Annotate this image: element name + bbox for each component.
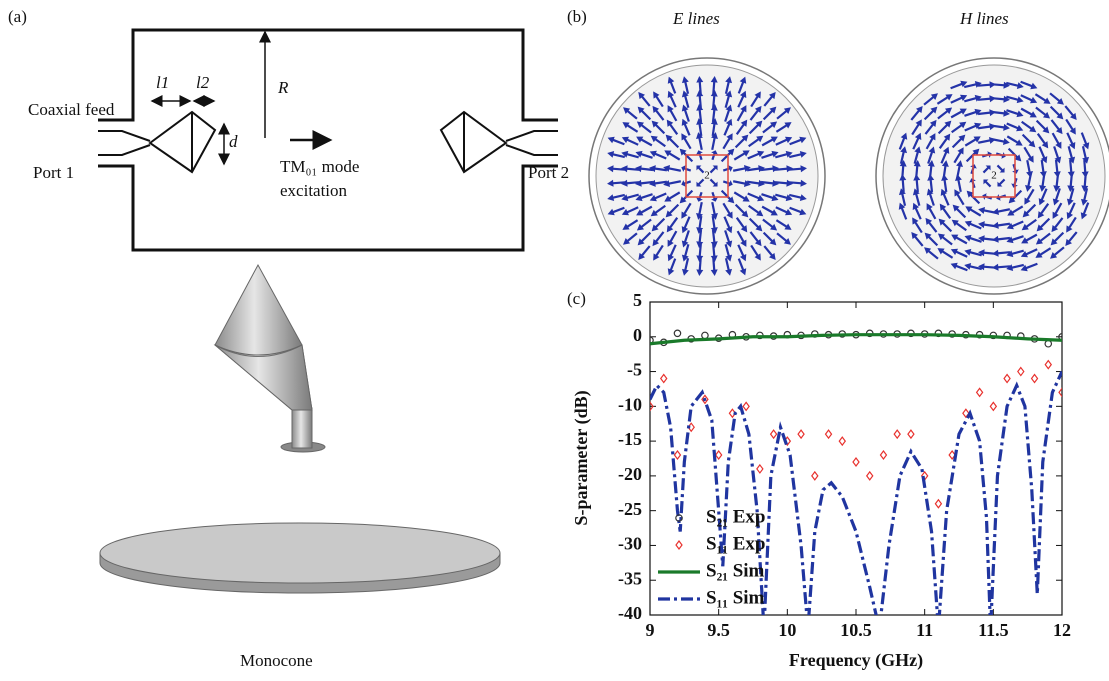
- marker-circle: [1045, 341, 1051, 347]
- legend-label: S₁₁ Sim: [706, 587, 765, 608]
- series-line: [650, 335, 1062, 344]
- marker-diamond: [839, 437, 845, 445]
- marker-diamond: [867, 472, 873, 480]
- marker-diamond: [935, 500, 941, 508]
- dim-label: R: [277, 78, 289, 97]
- field-title: E lines: [672, 9, 720, 28]
- caption: Monocone: [240, 651, 313, 670]
- marker-diamond: [894, 430, 900, 438]
- marker-diamond: [1004, 375, 1010, 383]
- monocone: [100, 265, 500, 593]
- y-tick-label: -10: [618, 394, 642, 414]
- legend-label: S₂₁ Sim: [706, 560, 765, 581]
- marker-diamond: [880, 451, 886, 459]
- marker-diamond: [771, 430, 777, 438]
- center-label: 2: [704, 170, 710, 182]
- y-tick-label: -30: [618, 534, 642, 554]
- y-tick-label: 0: [633, 325, 642, 345]
- mode-label: excitation: [280, 181, 348, 200]
- mode-label: TM₀₁ mode: [280, 157, 359, 176]
- marker-diamond: [1032, 375, 1038, 383]
- marker-diamond: [676, 541, 682, 549]
- marker-diamond: [757, 465, 763, 473]
- marker-diamond: [977, 388, 983, 396]
- marker-diamond: [798, 430, 804, 438]
- y-tick-label: 5: [633, 290, 642, 310]
- marker-diamond: [812, 472, 818, 480]
- marker-circle: [702, 332, 708, 338]
- dim-label: d: [229, 132, 238, 151]
- y-axis-label: S-parameter (dB): [571, 390, 592, 525]
- marker-diamond: [1018, 368, 1024, 376]
- marker-diamond: [853, 458, 859, 466]
- marker-diamond: [990, 402, 996, 410]
- panel-label: (b): [567, 7, 587, 26]
- marker-diamond: [1045, 361, 1051, 369]
- panel-label: (a): [8, 7, 27, 26]
- legend-label: S₁₁ Exp: [706, 533, 765, 554]
- plot-area: [647, 330, 1065, 629]
- dim-label: l2: [196, 73, 210, 92]
- chart: -40 -35 -30 -25 -20 -15 -10 -5 0 5 9 9.5 10 10.5 11 11.…: [618, 290, 1071, 640]
- legend-label: S₂₁ Exp: [706, 506, 765, 527]
- marker-diamond: [826, 430, 832, 438]
- marker-diamond: [661, 375, 667, 383]
- port-label: Port 2: [528, 163, 569, 182]
- y-tick-label: -15: [618, 429, 642, 449]
- x-tick-label: 11.5: [978, 620, 1009, 640]
- marker-diamond: [908, 430, 914, 438]
- center-label: 2: [991, 170, 997, 182]
- feed-label: Coaxial feed: [28, 100, 115, 119]
- marker-diamond: [716, 451, 722, 459]
- y-tick-label: -20: [618, 464, 642, 484]
- x-tick-label: 11: [916, 620, 933, 640]
- y-tick-label: -25: [618, 499, 642, 519]
- y-tick-label: -35: [618, 568, 642, 588]
- field-title: H lines: [959, 9, 1009, 28]
- port-label: Port 1: [33, 163, 74, 182]
- panel-label: (c): [567, 289, 586, 308]
- dim-label: l1: [156, 73, 169, 92]
- x-tick-label: 9: [646, 620, 655, 640]
- x-tick-label: 10: [778, 620, 796, 640]
- figure: (a) Coaxial feed l1 l2 d R TM₀₁ mode exc…: [0, 0, 1109, 676]
- y-tick-label: -5: [627, 360, 642, 380]
- y-tick-label: -40: [618, 603, 642, 623]
- x-tick-label: 10.5: [840, 620, 872, 640]
- x-tick-label: 9.5: [707, 620, 730, 640]
- dimension-arrows: [152, 32, 330, 164]
- x-axis-label: Frequency (GHz): [789, 650, 923, 671]
- marker-circle: [674, 330, 680, 336]
- x-tick-label: 12: [1053, 620, 1071, 640]
- marker-diamond: [674, 451, 680, 459]
- marker-diamond: [743, 402, 749, 410]
